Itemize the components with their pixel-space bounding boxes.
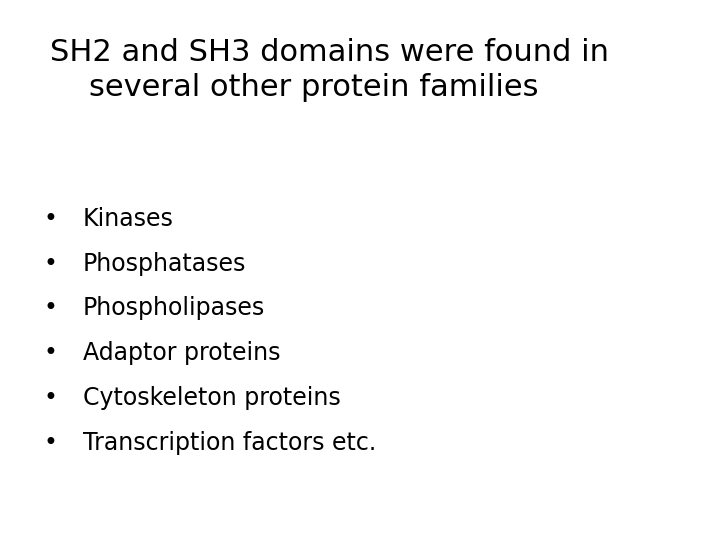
- Text: •: •: [43, 341, 58, 365]
- Text: Kinases: Kinases: [83, 207, 174, 231]
- Text: •: •: [43, 207, 58, 231]
- Text: Phosphatases: Phosphatases: [83, 252, 246, 275]
- Text: Cytoskeleton proteins: Cytoskeleton proteins: [83, 386, 341, 410]
- Text: SH2 and SH3 domains were found in
    several other protein families: SH2 and SH3 domains were found in severa…: [50, 38, 609, 102]
- Text: Phospholipases: Phospholipases: [83, 296, 265, 320]
- Text: •: •: [43, 431, 58, 455]
- Text: Adaptor proteins: Adaptor proteins: [83, 341, 280, 365]
- Text: •: •: [43, 252, 58, 275]
- Text: •: •: [43, 386, 58, 410]
- Text: Transcription factors etc.: Transcription factors etc.: [83, 431, 376, 455]
- Text: •: •: [43, 296, 58, 320]
